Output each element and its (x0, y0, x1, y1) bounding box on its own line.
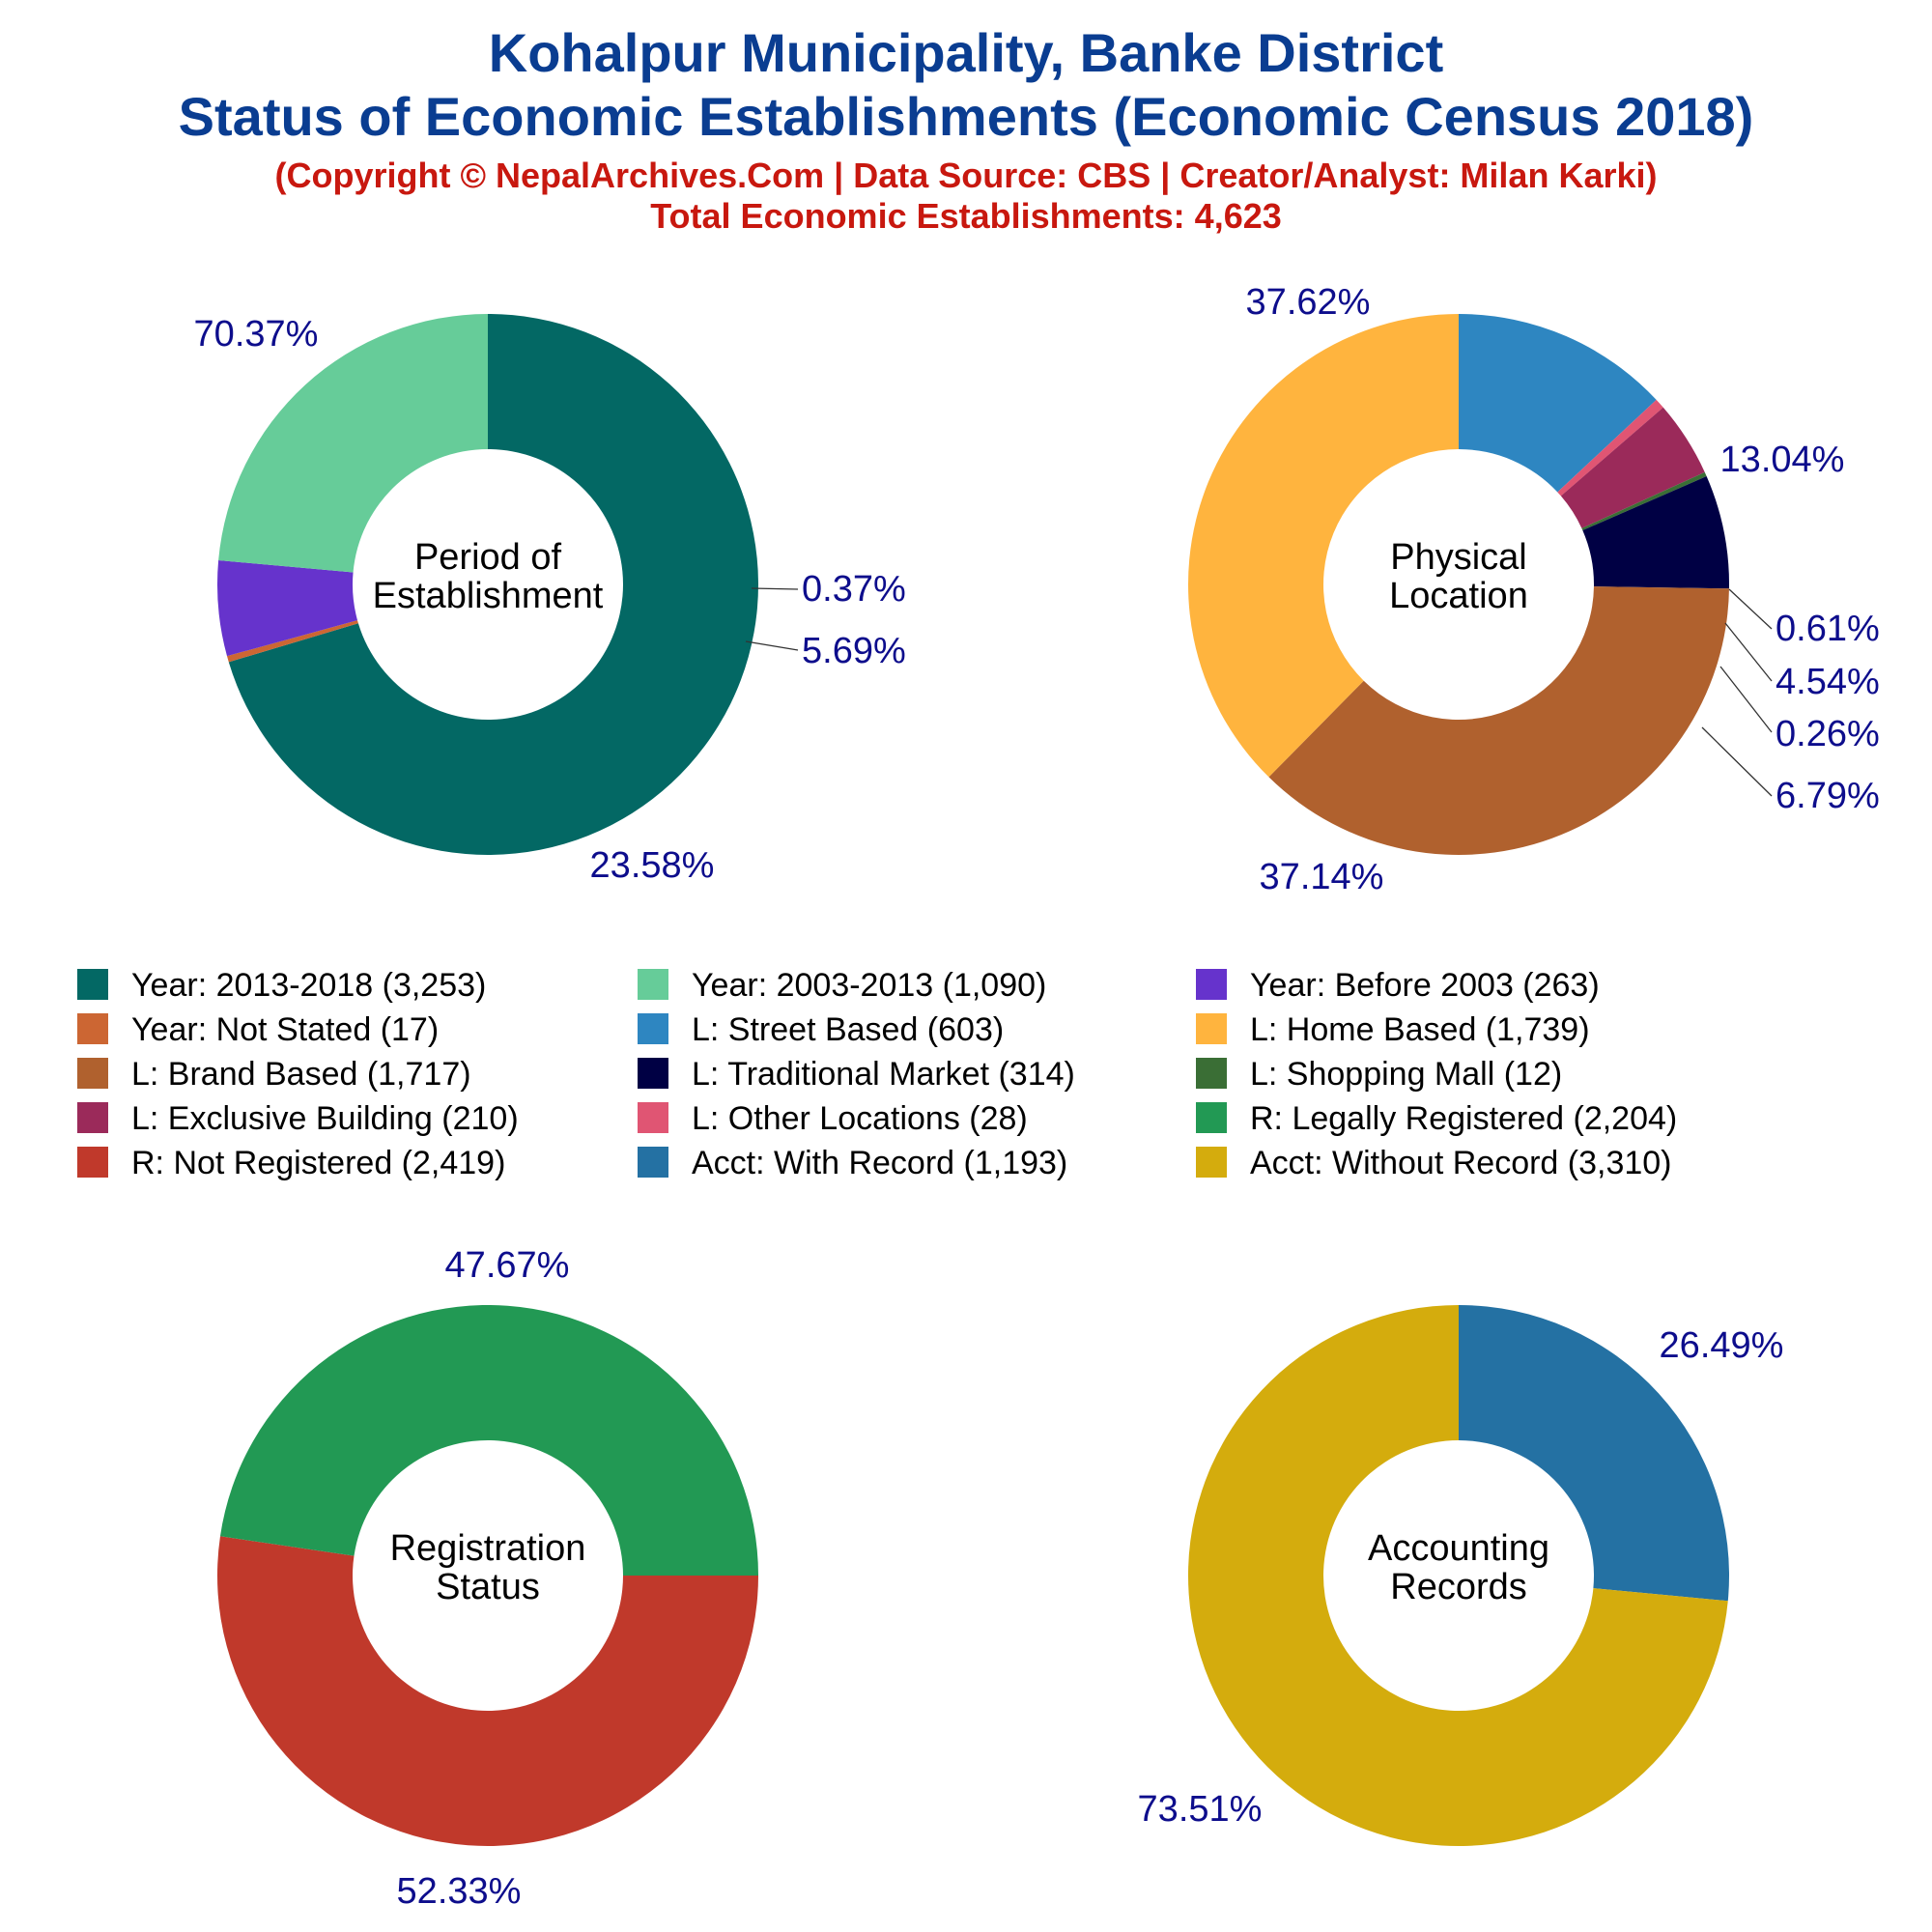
data-label-0-26: 0.26% (1776, 714, 1880, 754)
data-label-70-37: 70.37% (194, 314, 319, 355)
center-label-line: Establishment (373, 576, 604, 616)
leader-line-0-26 (1719, 666, 1773, 733)
slice-l-other-locations-28 (1557, 399, 1663, 497)
legend-swatch (638, 1147, 668, 1178)
legend-label: R: Legally Registered (2,204) (1250, 1100, 1677, 1137)
legend-swatch (638, 969, 668, 1000)
legend-label: Acct: With Record (1,193) (692, 1145, 1067, 1181)
legend-label: L: Shopping Mall (12) (1250, 1056, 1562, 1093)
legend-label: L: Exclusive Building (210) (131, 1100, 519, 1137)
legend-swatch (638, 1102, 668, 1133)
legend-label: Year: Before 2003 (263) (1250, 967, 1600, 1004)
center-label-line: Period of (414, 537, 562, 578)
chart-title-line-1: Kohalpur Municipality, Banke District (489, 22, 1443, 83)
legend-swatch (638, 1058, 668, 1089)
data-label-47-67: 47.67% (445, 1245, 570, 1286)
center-label-line: Status (436, 1567, 540, 1607)
slice-l-home-based-1-739 (1188, 314, 1459, 778)
slice-year-2003-2013-1-090 (218, 314, 488, 573)
data-label-0-37: 0.37% (802, 569, 906, 610)
leader-line-0-61 (1728, 588, 1773, 630)
legend-swatch (77, 1102, 108, 1133)
data-label-0-61: 0.61% (1776, 609, 1880, 649)
legend-swatch (1196, 1102, 1227, 1133)
slice-r-not-registered-2-419 (216, 1536, 758, 1846)
data-label-73-51: 73.51% (1138, 1789, 1263, 1830)
slice-acct-without-record-3-310 (1188, 1305, 1728, 1846)
leader-line-5-69 (745, 640, 799, 651)
legend-swatch (77, 1013, 108, 1044)
legend-label: L: Other Locations (28) (692, 1100, 1028, 1137)
chart-title-line-2: Status of Economic Establishments (Econo… (179, 86, 1754, 147)
slice-year-not-stated-17 (227, 620, 358, 663)
legend-swatch (1196, 969, 1227, 1000)
slice-year-before-2003-263 (217, 560, 358, 657)
data-label-37-14: 37.14% (1260, 857, 1384, 897)
legend-label: Year: 2003-2013 (1,090) (692, 967, 1046, 1004)
slice-acct-with-record-1-193 (1459, 1305, 1729, 1602)
legend-swatch (77, 1058, 108, 1089)
legend-swatch (1196, 1147, 1227, 1178)
center-label-line: Accounting (1368, 1528, 1549, 1569)
leader-line-0-37 (751, 587, 799, 590)
center-label-line: Records (1390, 1567, 1527, 1607)
data-label-5-69: 5.69% (802, 631, 906, 671)
legend-label: Year: 2013-2018 (3,253) (131, 967, 486, 1004)
slice-r-legally-registered-2-204 (219, 1305, 758, 1576)
slice-l-traditional-market-314 (1582, 476, 1730, 589)
slice-l-shopping-mall-12 (1581, 471, 1707, 531)
center-label-line: Physical (1390, 537, 1527, 578)
leader-line-6-79 (1701, 726, 1773, 797)
center-label-line: Registration (390, 1528, 586, 1569)
legend-label: L: Street Based (603) (692, 1011, 1004, 1048)
legend-label: L: Home Based (1,739) (1250, 1011, 1590, 1048)
donut-period-of-establishment: 70.37% 0.37% 5.69% 23.58% Period ofEstablish… (194, 314, 906, 886)
legend-swatch (1196, 1013, 1227, 1044)
donut-physical-location: 13.04% 0.61% 4.54% 0.26% 6.79% 37.14% 37.62% Ph… (1188, 282, 1880, 897)
data-label-13-04: 13.04% (1720, 440, 1845, 480)
data-label-26-49: 26.49% (1660, 1325, 1784, 1366)
slice-l-street-based-603 (1459, 314, 1657, 493)
data-label-4-54: 4.54% (1776, 662, 1880, 702)
legend-label: Year: Not Stated (17) (131, 1011, 439, 1048)
slice-l-brand-based-1-717 (1268, 586, 1729, 855)
data-label-6-79: 6.79% (1776, 776, 1880, 816)
slice-year-2013-2018-3-253 (228, 314, 758, 855)
leader-line-4-54 (1724, 622, 1773, 682)
legend-label: R: Not Registered (2,419) (131, 1145, 505, 1181)
center-label-line: Location (1389, 576, 1528, 616)
legend-swatch (638, 1013, 668, 1044)
legend-label: L: Traditional Market (314) (692, 1056, 1075, 1093)
data-label-23-58: 23.58% (590, 845, 715, 886)
data-label-52-33: 52.33% (397, 1871, 522, 1912)
legend-swatch (77, 969, 108, 1000)
chart-subtitle-line-2: Total Economic Establishments: 4,623 (650, 196, 1282, 236)
legend-swatch (77, 1147, 108, 1178)
legend-label: L: Brand Based (1,717) (131, 1056, 471, 1093)
slice-l-exclusive-building-210 (1560, 407, 1705, 528)
legend-label: Acct: Without Record (3,310) (1250, 1145, 1672, 1181)
legend-swatch (1196, 1058, 1227, 1089)
data-label-37-62: 37.62% (1246, 282, 1371, 323)
chart-subtitle-line-1: (Copyright © NepalArchives.Com | Data So… (275, 156, 1658, 196)
legend: Year: 2013-2018 (3,253) Year: 2003-2013 (… (77, 967, 1677, 1181)
